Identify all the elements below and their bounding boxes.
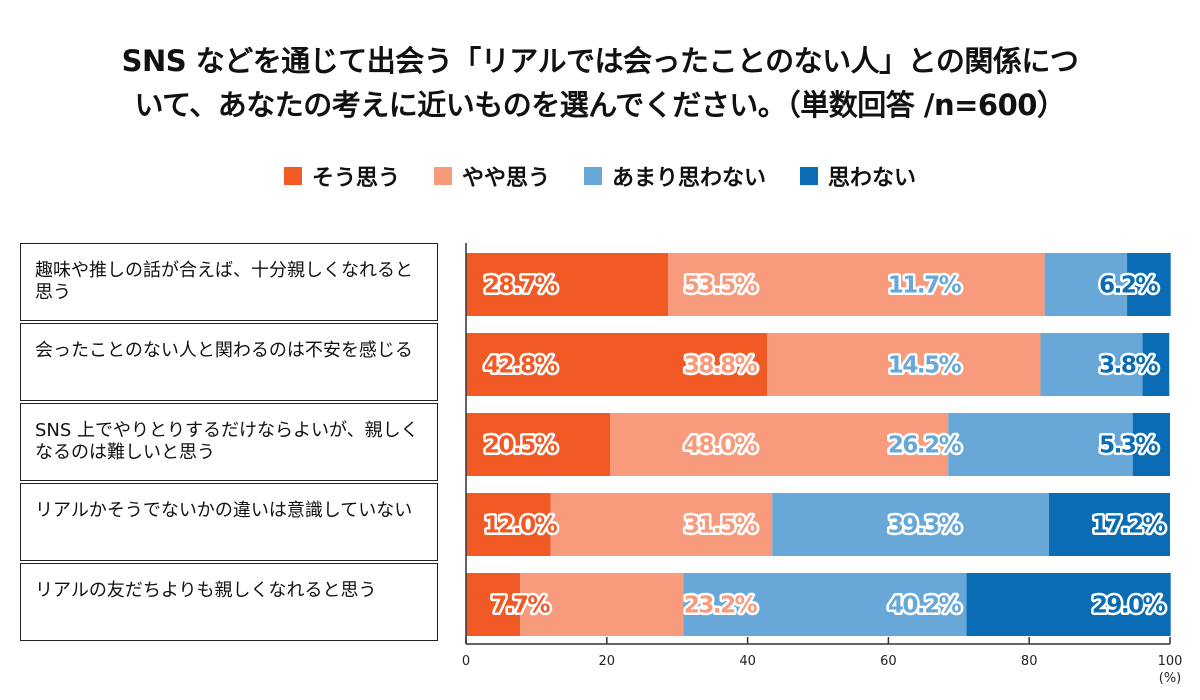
chart-title-line-2: いて、あなたの考えに近いものを選んでください。（単数回答 /n=600） [134,88,1066,122]
bar-segment [966,573,1171,636]
data-label: 7.7% [491,593,550,619]
data-label: 5.3% [1099,433,1158,459]
bar-segment [610,413,949,476]
x-tick-label: 40 [739,654,756,669]
data-label: 20.5% [484,433,558,459]
data-label: 28.7% [484,273,558,299]
legend-label: あまり思わない [612,166,767,191]
bar-segment [550,493,773,556]
bar-segment [466,253,669,316]
legend-item: あまり思わない [584,160,766,192]
x-tick-label: 100 [1158,654,1183,669]
legend-swatch [433,167,452,185]
data-label: 11.7% [888,273,962,299]
chart-title-line-1: SNS などを通じて出会う「リアルでは会ったことのない人」との関係につ [121,44,1079,78]
bar-segment [466,413,611,476]
legend: そう思う やや思う あまり思わない 思わない [0,160,1200,192]
data-label: 12.0% [484,513,558,539]
legend-label: 思わない [828,166,917,191]
bar-segment [948,413,1133,476]
bar-segment [1142,333,1170,396]
bar-segment [683,573,967,636]
x-tick-label: 60 [880,654,897,669]
data-label: 14.5% [888,353,962,379]
bar-segment [668,253,1045,316]
bar-segment [1040,333,1143,396]
category-label: 会ったことのない人と関わるのは不安を感じる [20,323,438,401]
data-label: 26.2% [888,433,962,459]
bar-segment [520,573,684,636]
legend-swatch [800,167,819,185]
data-label: 42.8% [484,353,558,379]
category-label: SNS 上でやりとりするだけならよいが、親しくなるのは難しいと思う [20,403,438,481]
x-tick-label: 20 [599,654,616,669]
category-label: リアルかそうでないかの違いは意識していない [20,483,438,561]
legend-item: そう思う [283,160,400,192]
bar-segment [1048,493,1170,556]
legend-swatch [584,167,602,185]
bar-segment [1132,413,1170,476]
data-label: 3.8% [1099,353,1158,379]
data-label: 53.5% [684,273,758,299]
legend-item: 思わない [800,160,916,192]
bar-segment [1127,253,1171,316]
x-unit-label: (%) [1159,671,1182,686]
legend-label: やや思う [461,166,550,191]
bar-segment [767,333,1041,396]
data-label: 23.2% [684,593,758,619]
legend-swatch [283,167,302,185]
data-label: 31.5% [684,513,758,539]
data-label: 48.0% [684,433,758,459]
data-label: 17.2% [1092,513,1166,539]
category-label: リアルの友だちよりも親しくなれると思う [20,563,438,641]
x-tick-label: 80 [1021,654,1038,669]
data-label: 29.0% [1092,593,1166,619]
data-label: 6.2% [1099,273,1158,299]
category-label: 趣味や推しの話が合えば、十分親しくなれると思う [20,243,438,321]
bar-segment [466,333,768,396]
bar-segment [772,493,1049,556]
data-label: 39.3% [888,513,962,539]
x-tick-label: 0 [462,654,470,669]
legend-label: そう思う [311,166,400,191]
bar-segment [1044,253,1128,316]
legend-item: やや思う [433,160,550,192]
data-label: 38.8% [684,353,758,379]
data-label: 40.2% [888,593,962,619]
bar-segment [466,573,521,636]
bar-segment [466,493,551,556]
